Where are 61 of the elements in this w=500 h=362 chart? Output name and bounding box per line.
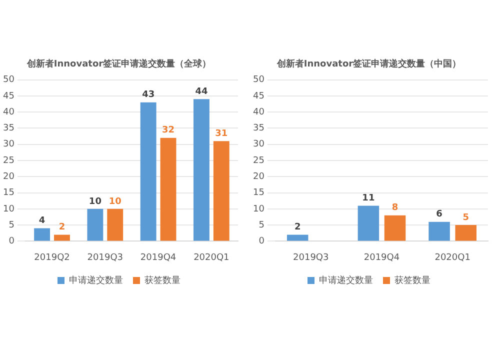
- y-tick-label: 15: [3, 188, 14, 198]
- y-tick-label: 0: [258, 236, 265, 247]
- bar: [455, 225, 476, 241]
- y-tick-label: 45: [3, 91, 14, 102]
- legend-label: 获签数量: [394, 274, 430, 286]
- y-tick-label: 35: [253, 124, 264, 134]
- y-tick-label: 25: [253, 156, 264, 166]
- x-tick-label: 2019Q2: [34, 252, 70, 263]
- x-tick-label: 2019Q3: [87, 252, 124, 263]
- bar: [384, 215, 406, 241]
- y-tick-label: 15: [253, 188, 264, 198]
- x-tick-label: 2019Q4: [364, 252, 400, 263]
- data-label: 32: [162, 126, 175, 136]
- data-label: 10: [88, 196, 102, 207]
- bar: [140, 102, 156, 241]
- data-label: 43: [142, 90, 155, 100]
- x-tick-label: 2019Q3: [293, 252, 329, 263]
- bar: [160, 138, 176, 241]
- y-tick-label: 30: [3, 140, 15, 150]
- bar: [87, 208, 104, 241]
- bar: [34, 228, 50, 241]
- y-tick-label: 5: [8, 220, 14, 230]
- x-tick-label: 2019Q4: [140, 252, 176, 263]
- data-label: 8: [392, 203, 398, 214]
- bar: [194, 99, 210, 241]
- bar: [107, 208, 124, 241]
- data-label: 10: [108, 196, 122, 207]
- data-label: 31: [215, 128, 228, 139]
- bar: [428, 222, 450, 241]
- data-label: 6: [436, 210, 442, 220]
- chart-title: 创新者Innovator签证申请递交数量（全球）: [26, 58, 212, 70]
- data-label: 11: [362, 194, 375, 204]
- y-tick-label: 35: [3, 124, 14, 134]
- bar: [54, 234, 70, 241]
- data-label: 4: [38, 216, 46, 226]
- y-tick-label: 10: [253, 204, 265, 214]
- legend-label: 申请递交数量: [69, 274, 123, 286]
- data-label: 44: [195, 87, 208, 98]
- x-tick-label: 2020Q1: [194, 252, 230, 263]
- y-tick-label: 0: [8, 236, 15, 247]
- y-tick-label: 5: [258, 220, 264, 230]
- bar: [358, 206, 380, 241]
- y-tick-label: 40: [3, 107, 15, 118]
- data-label: 2: [294, 222, 301, 233]
- legend-label: 申请递交数量: [319, 274, 373, 286]
- legend-label: 获签数量: [144, 274, 180, 286]
- y-tick-label: 40: [253, 107, 265, 118]
- y-tick-label: 20: [253, 172, 265, 182]
- y-tick-label: 25: [3, 156, 14, 166]
- bar: [213, 141, 230, 241]
- y-tick-label: 50: [3, 75, 15, 86]
- bar: [286, 234, 308, 241]
- data-label: 2: [58, 222, 66, 233]
- x-tick-label: 2020Q1: [434, 252, 470, 263]
- data-label: 5: [462, 212, 469, 223]
- y-tick-label: 30: [253, 140, 265, 150]
- y-tick-label: 20: [3, 172, 15, 182]
- chart-title: 创新者Innovator签证申请递交数量（中国）: [276, 58, 462, 70]
- y-tick-label: 10: [3, 204, 15, 214]
- y-tick-label: 45: [253, 91, 264, 102]
- y-tick-label: 50: [253, 75, 265, 86]
